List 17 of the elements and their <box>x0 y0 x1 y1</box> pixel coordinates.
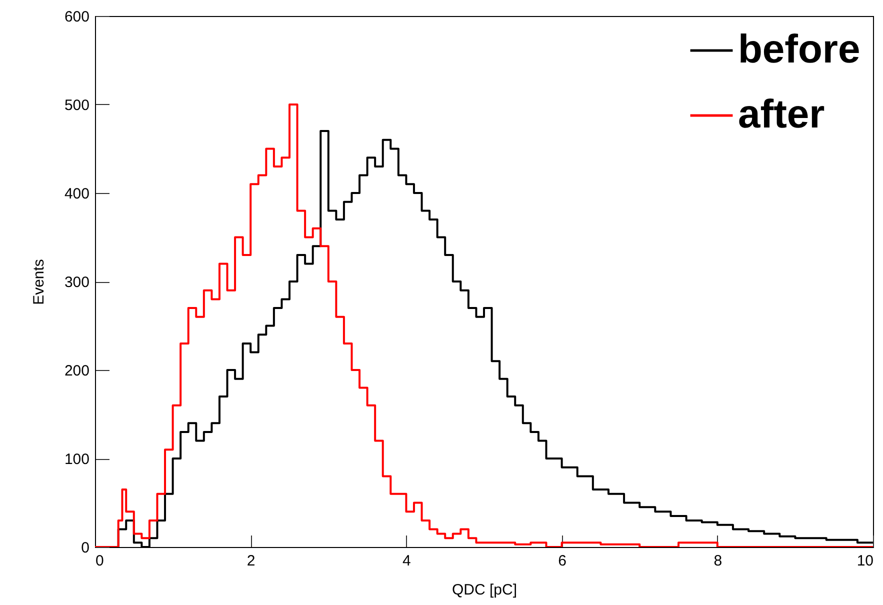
x-tick-label: 10 <box>856 552 874 570</box>
y-axis-title: Events <box>30 259 48 305</box>
y-tick-label: 300 <box>64 274 90 291</box>
x-tick-label: 0 <box>96 552 104 570</box>
x-tick-label: 4 <box>402 552 411 570</box>
y-tick-label: 500 <box>64 97 90 114</box>
y-tick-label: 400 <box>64 186 90 202</box>
x-tick-label: 8 <box>714 552 722 570</box>
y-tick-label: 600 <box>64 8 90 26</box>
x-tick-label: 2 <box>246 552 256 570</box>
legend-label: before <box>738 28 860 72</box>
y-tick-label: 200 <box>64 362 90 380</box>
legend-label: after <box>738 92 825 136</box>
y-tick-label: 0 <box>81 540 90 556</box>
y-tick-label: 100 <box>64 451 90 468</box>
x-tick-label: 6 <box>558 552 566 570</box>
x-axis-title: QDC [pC] <box>452 582 518 598</box>
